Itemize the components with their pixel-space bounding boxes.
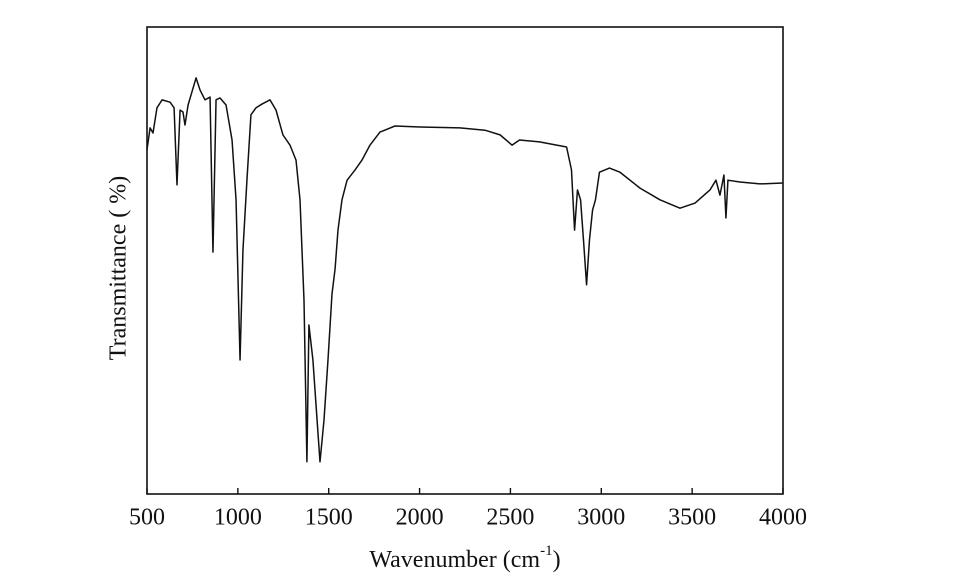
x-axis-label: Wavenumber (cm-1)	[369, 543, 560, 572]
y-axis-label: Transmittance ( %)	[106, 176, 132, 360]
x-axis-label-suffix: )	[553, 547, 561, 573]
x-tick-label: 4000	[759, 505, 807, 531]
x-axis-label-text: Wavenumber (cm	[369, 547, 540, 573]
x-tick-label: 1500	[305, 505, 353, 531]
x-tick-label: 2500	[486, 505, 534, 531]
plot-frame	[146, 26, 784, 495]
x-tick-label: 500	[129, 505, 165, 531]
x-tick-label: 1000	[214, 505, 262, 531]
spectrum-line	[146, 77, 784, 463]
x-tick-label: 3000	[577, 505, 625, 531]
x-tick-label: 3500	[668, 505, 716, 531]
x-tick-label: 2000	[396, 505, 444, 531]
x-axis-label-superscript: -1	[540, 543, 553, 559]
